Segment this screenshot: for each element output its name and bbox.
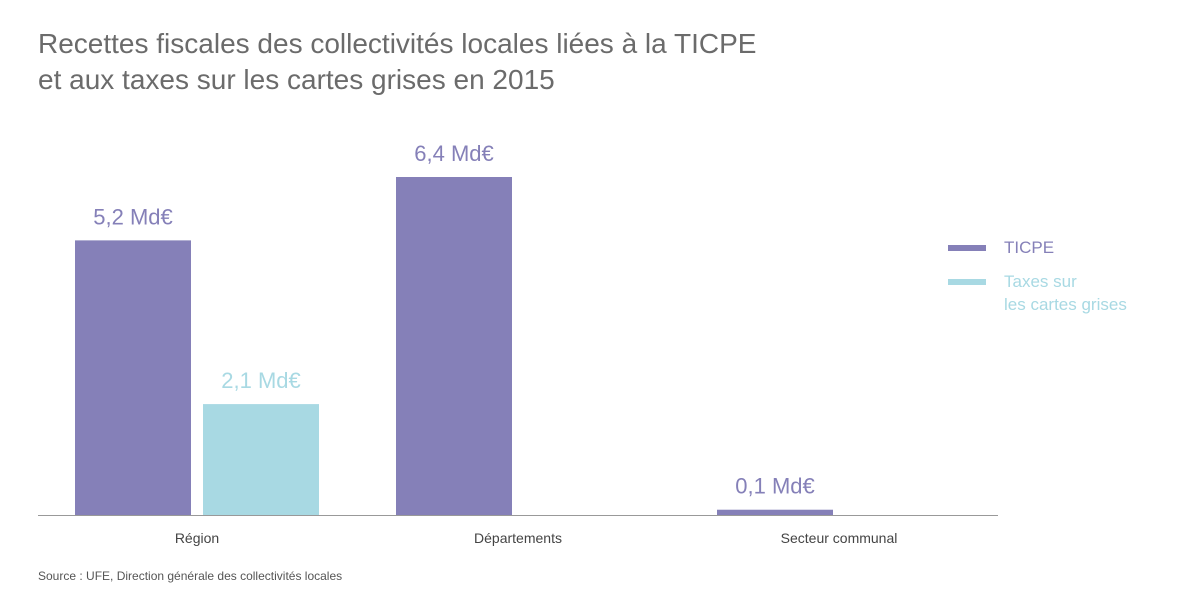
legend-item-cartes-grises: Taxes sur les cartes grises xyxy=(948,270,1188,316)
category-label-secteur-communal: Secteur communal xyxy=(781,530,898,546)
chart-title-line-2: et aux taxes sur les cartes grises en 20… xyxy=(38,64,555,95)
bar-region-taxes-sur-les-cartes-grises xyxy=(203,404,319,515)
legend-swatch-cartes-grises xyxy=(948,279,986,285)
legend-label-cartes-grises: Taxes sur les cartes grises xyxy=(1004,272,1127,314)
category-label-departements: Départements xyxy=(474,530,562,546)
legend-label-ticpe: TICPE xyxy=(1004,238,1055,257)
data-label-region-ticpe: 5,2 Md€ xyxy=(93,204,173,229)
data-label-departements-ticpe: 6,4 Md€ xyxy=(414,141,494,166)
legend: TICPE Taxes sur les cartes grises xyxy=(948,236,1188,327)
source-note: Source : UFE, Direction générale des col… xyxy=(38,569,343,583)
legend-item-ticpe: TICPE xyxy=(948,236,1188,259)
bar-region-ticpe xyxy=(75,240,191,515)
data-label-secteur-communal-ticpe: 0,1 Md€ xyxy=(735,474,815,499)
bar-departements-ticpe xyxy=(396,177,512,515)
data-label-region-taxes-sur-les-cartes-grises: 2,1 Md€ xyxy=(221,368,301,393)
legend-swatch-ticpe xyxy=(948,245,986,251)
chart-title: Recettes fiscales des collectivités loca… xyxy=(38,26,858,98)
bar-secteur-communal-ticpe xyxy=(717,509,833,515)
chart-title-line-1: Recettes fiscales des collectivités loca… xyxy=(38,28,757,59)
category-label-region: Région xyxy=(175,530,219,546)
